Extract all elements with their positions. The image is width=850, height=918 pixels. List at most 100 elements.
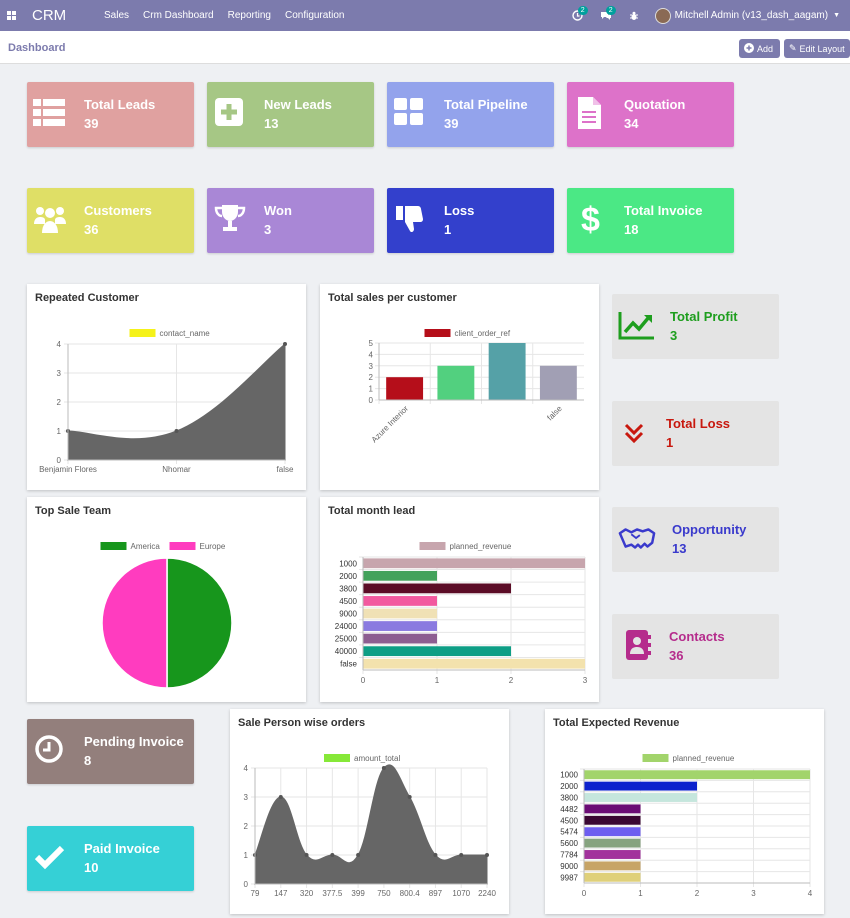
tile-value: 1	[666, 435, 674, 450]
menu-item-configuration[interactable]: Configuration	[284, 10, 345, 21]
user-caret-icon[interactable]: ▼	[833, 12, 840, 19]
tile-opportunity[interactable]: Opportunity 13	[612, 507, 779, 572]
y-tick-label: 4500	[560, 816, 578, 825]
x-tick-label: 147	[274, 889, 288, 898]
bar	[363, 621, 437, 631]
bar	[584, 781, 697, 791]
y-tick-label: 3	[244, 793, 249, 802]
bar	[363, 570, 437, 581]
legend-label: planned_revenue	[673, 754, 735, 763]
tile-value: 36	[84, 222, 99, 237]
y-tick-label: false	[340, 660, 357, 669]
tile-label: Total Pipeline	[444, 97, 528, 112]
activity-badge: 2	[577, 5, 588, 15]
y-tick-label: 3	[369, 362, 374, 371]
tile-total-leads[interactable]: Total Leads 39	[27, 82, 194, 147]
plus-square-icon	[215, 98, 243, 126]
tile-total-loss[interactable]: Total Loss 1	[612, 401, 779, 466]
bar	[539, 365, 577, 400]
user-avatar[interactable]	[654, 7, 671, 24]
data-point	[407, 795, 412, 799]
data-point	[485, 853, 489, 857]
top-navbar: CRM Sales Crm Dashboard Reporting Config…	[0, 0, 850, 31]
x-tick-label: 399	[351, 889, 365, 898]
tile-won[interactable]: Won 3	[207, 188, 374, 253]
document-icon	[578, 97, 601, 129]
y-tick-label: 2000	[560, 782, 578, 791]
y-tick-label: 1000	[560, 771, 578, 780]
tile-value: 18	[624, 222, 639, 237]
bar	[363, 583, 511, 594]
tile-value: 8	[84, 753, 92, 768]
tile-pending-invoice[interactable]: Pending Invoice 8	[27, 719, 194, 784]
menu-item-sales[interactable]: Sales	[104, 10, 130, 21]
y-tick-label: 0	[369, 396, 374, 405]
y-tick-label: 0	[57, 456, 62, 465]
tile-loss[interactable]: Loss 1	[387, 188, 554, 253]
bar	[584, 872, 641, 882]
y-tick-label: 1	[57, 427, 62, 436]
tile-label: Pending Invoice	[84, 734, 184, 749]
add-button[interactable]: Add	[739, 39, 780, 58]
thumbs-down-icon	[396, 206, 423, 233]
user-name[interactable]: Mitchell Admin (v13_dash_aagam)	[674, 10, 829, 21]
control-panel: Dashboard Add ✎ Edit Layout	[0, 31, 850, 64]
x-tick-label: 377.5	[322, 889, 343, 898]
chart-title: Total sales per customer	[328, 292, 457, 304]
x-tick-label: 4	[808, 889, 813, 898]
y-tick-label: 1000	[339, 559, 357, 568]
menu-item-crm-dashboard[interactable]: Crm Dashboard	[143, 10, 214, 21]
menu-item-reporting[interactable]: Reporting	[227, 10, 271, 21]
bar	[584, 838, 641, 848]
list-icon	[33, 99, 65, 126]
tile-label: Total Loss	[666, 416, 731, 431]
top-sale-team-chart: America Europe	[100, 542, 233, 689]
tile-new-leads[interactable]: New Leads 13	[207, 82, 374, 147]
y-tick-label: 2	[244, 822, 249, 831]
y-tick-label: 2000	[339, 572, 357, 581]
x-tick-label: 0	[582, 889, 587, 898]
tile-label: Total Leads	[84, 97, 156, 112]
x-tick-label: 2240	[478, 889, 496, 898]
sale-person-orders-chart: amount_total 0 1 2 3 4 79 147 320 377.5 399 750 800.…	[244, 754, 496, 898]
app-brand[interactable]: CRM	[32, 7, 67, 24]
x-tick-label: 2	[509, 676, 514, 685]
x-tick-label: 3	[583, 676, 588, 685]
messages-icon[interactable]: 2	[595, 5, 617, 26]
plus-circle-icon	[744, 42, 754, 55]
legend-label: amount_total	[354, 754, 400, 763]
x-tick-label: 897	[429, 889, 443, 898]
x-tick-label: 800.4	[400, 889, 421, 898]
edit-layout-button[interactable]: ✎ Edit Layout	[784, 39, 850, 58]
tile-label: Opportunity	[672, 522, 747, 537]
pencil-icon: ✎	[789, 43, 797, 53]
tile-total-profit[interactable]: Total Profit 3	[612, 294, 779, 359]
tile-label: Won	[264, 203, 292, 218]
y-tick-label: 1	[369, 385, 374, 394]
messages-badge: 2	[605, 5, 616, 15]
tile-paid-invoice[interactable]: Paid Invoice 10	[27, 826, 194, 891]
edit-layout-label: Edit Layout	[799, 43, 845, 54]
activity-clock-icon[interactable]: 2	[567, 5, 589, 26]
tile-contacts[interactable]: Contacts 36	[612, 614, 779, 679]
y-tick-label: 4	[57, 340, 62, 349]
breadcrumb[interactable]: Dashboard	[8, 42, 66, 54]
y-tick-label: 1	[244, 851, 249, 860]
x-tick-label: 1	[435, 676, 440, 685]
tile-label: Customers	[84, 203, 152, 218]
tile-customers[interactable]: Customers 36	[27, 188, 194, 253]
tile-total-invoice[interactable]: $ Total Invoice 18	[567, 188, 734, 253]
tile-value: 10	[84, 860, 99, 875]
y-tick-label: 7784	[560, 851, 578, 860]
pie-slice	[101, 557, 168, 689]
chart-title: Top Sale Team	[35, 505, 112, 517]
tile-total-pipeline[interactable]: Total Pipeline 39	[387, 82, 554, 147]
data-point	[356, 853, 361, 857]
trend-up-icon	[618, 312, 654, 340]
tile-value: 3	[670, 328, 678, 343]
bug-icon[interactable]	[623, 6, 645, 26]
tile-label: Loss	[444, 203, 475, 218]
apps-grid-icon[interactable]	[0, 0, 22, 31]
tile-quotation[interactable]: Quotation 34	[567, 82, 734, 147]
tile-value: 3	[264, 222, 272, 237]
